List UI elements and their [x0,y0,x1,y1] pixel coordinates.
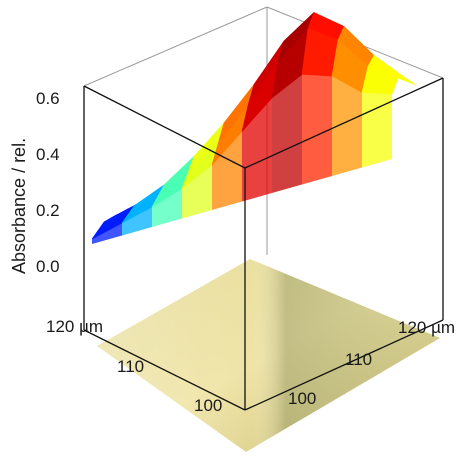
z-tick-0: 0.0 [36,257,60,276]
y-tick-0: 100 [288,389,316,408]
z-axis-label: Absorbance / rel. [9,138,29,274]
x-tick-1: 110 [117,357,144,376]
surface-skirt [302,74,332,185]
x-tick-0: 100 [194,396,222,415]
surface-skirt [152,188,182,227]
surface-skirt [272,74,302,193]
surface-skirt [182,165,212,219]
y-tick-1: 110 [345,350,372,369]
surface-skirt [242,98,272,202]
surface-skirt [92,223,122,244]
box-front-edges [83,77,444,411]
surface-skirt [332,76,362,176]
y-tick-2: 120 µm [398,318,455,337]
surface-skirt [212,131,242,210]
z-tick-1: 0.2 [36,201,60,220]
z-tick-2: 0.4 [36,145,60,164]
floor-micrograph-shade [97,259,440,452]
y-axis-ticks: 100 110 120 µm [288,318,455,408]
absorbance-surface [91,11,417,244]
z-tick-3: 0.6 [36,89,60,108]
z-axis-ticks: 0.0 0.2 0.4 0.6 [36,89,60,276]
x-axis-ticks: 100 110 120 µm [46,317,222,415]
surface-skirt [122,207,152,236]
x-tick-2: 120 µm [46,317,103,336]
